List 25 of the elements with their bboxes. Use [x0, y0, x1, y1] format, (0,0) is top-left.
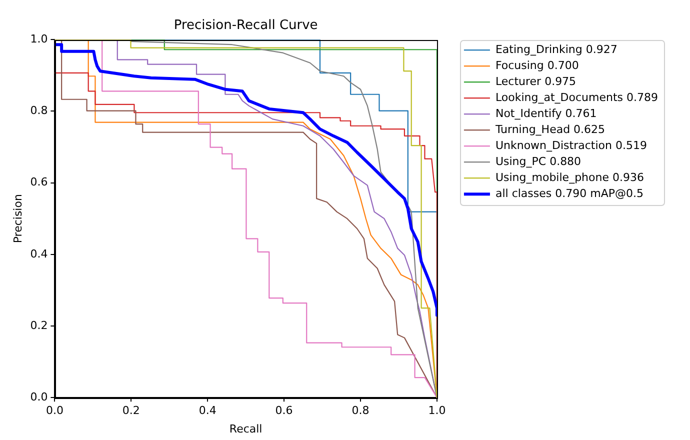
legend-label: Focusing 0.700 — [495, 58, 579, 72]
legend-label: Looking_at_Documents 0.789 — [495, 90, 658, 104]
y-tick-label: 0.0 — [30, 390, 48, 404]
legend-label: Using_PC 0.880 — [495, 154, 582, 168]
x-tick-label: 0.4 — [198, 404, 216, 418]
legend-label: Not_Identify 0.761 — [495, 106, 597, 120]
y-tick-label: 0.8 — [30, 104, 48, 118]
x-axis-title: Recall — [229, 422, 262, 436]
y-axis-title: Precision — [11, 194, 24, 244]
x-tick-label: 0.6 — [275, 404, 293, 418]
y-tick-label: 0.4 — [30, 247, 48, 260]
x-tick-label: 1.0 — [428, 404, 446, 418]
x-tick-label: 0.2 — [122, 404, 140, 418]
y-tick-label: 0.6 — [30, 176, 48, 189]
legend-label: Unknown_Distraction 0.519 — [495, 138, 647, 152]
chart-title: Precision-Recall Curve — [174, 18, 318, 34]
y-tick-label: 1.0 — [30, 32, 48, 46]
legend-label: Lecturer 0.975 — [495, 74, 576, 88]
x-tick-label: 0.0 — [46, 404, 64, 418]
legend-label: Eating_Drinking 0.927 — [495, 42, 618, 56]
x-tick-label: 0.8 — [352, 404, 370, 418]
legend-label: all classes 0.790 mAP@0.5 — [495, 186, 644, 200]
legend-label: Turning_Head 0.625 — [494, 122, 606, 136]
y-tick-label: 0.2 — [30, 318, 48, 332]
legend-label: Using_mobile_phone 0.936 — [495, 170, 644, 184]
